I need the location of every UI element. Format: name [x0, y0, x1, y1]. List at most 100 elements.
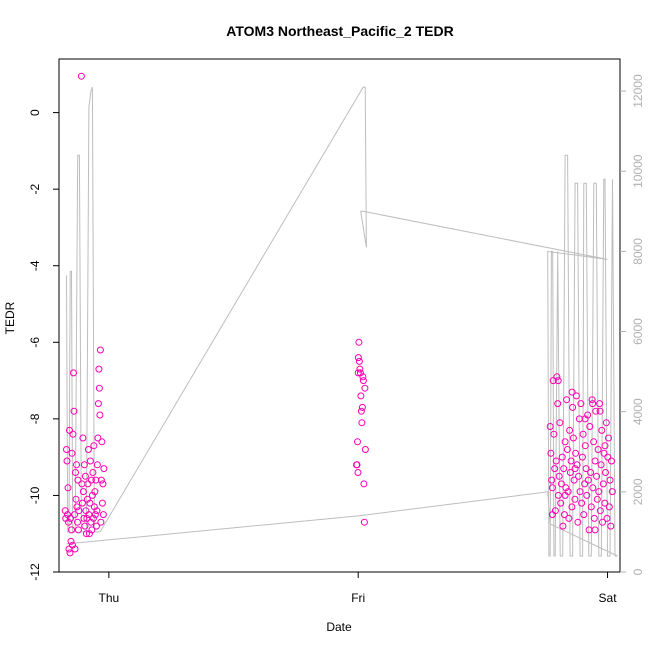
tedr-point: [603, 514, 611, 522]
tedr-point: [90, 442, 98, 450]
tedr-point: [63, 446, 70, 453]
tedr-point: [560, 511, 568, 519]
y-tick-label: -12: [28, 563, 42, 581]
tedr-point: [575, 472, 583, 480]
tedr-point: [68, 449, 76, 457]
tedr-point: [86, 457, 94, 465]
tedr-point: [75, 507, 83, 515]
tedr-point: [573, 461, 581, 469]
tedr-point: [561, 491, 569, 499]
tedr-point: [584, 476, 592, 484]
tedr-points: [61, 72, 616, 557]
tedr-point: [599, 518, 606, 526]
tedr-point: [606, 476, 614, 484]
tedr-point: [549, 377, 557, 385]
y-tick-label: -2: [28, 184, 42, 195]
tedr-point: [72, 469, 79, 476]
tedr-point: [74, 518, 81, 526]
tedr-point: [557, 499, 565, 507]
tedr-point: [589, 484, 597, 492]
y-tick-label: -10: [28, 486, 42, 504]
tedr-point: [605, 503, 613, 511]
y-axis-label: TEDR: [3, 301, 17, 334]
tedr-point: [563, 396, 571, 404]
x-axis-label: Date: [326, 620, 352, 634]
chart-title: ATOM3 Northeast_Pacific_2 TEDR: [226, 23, 453, 39]
y-right-tick-label: 8000: [631, 238, 645, 265]
tedr-point: [596, 407, 604, 415]
tedr-point: [597, 461, 605, 469]
tedr-point: [568, 388, 576, 396]
tedr-point: [98, 499, 106, 507]
tedr-point: [608, 488, 616, 496]
tedr-point: [558, 453, 566, 461]
tedr-point: [99, 511, 107, 519]
tedr-point: [358, 419, 366, 427]
tedr-point: [354, 369, 362, 377]
y-tick-label: -6: [28, 337, 42, 348]
tedr-point: [592, 407, 600, 415]
tedr-point: [82, 530, 90, 538]
tedr-point: [581, 415, 589, 423]
tedr-point: [560, 465, 568, 473]
tedr-point: [357, 392, 365, 400]
tedr-point: [67, 514, 74, 522]
tedr-point: [359, 373, 367, 381]
tedr-point: [562, 484, 570, 492]
tedr-point: [92, 522, 100, 530]
tedr-point: [354, 438, 361, 446]
tedr-point: [74, 476, 82, 484]
tedr-point: [74, 526, 82, 534]
tedr-point: [79, 434, 87, 442]
tedr-point: [599, 480, 607, 488]
tedr-point: [72, 495, 80, 503]
tedr-point: [68, 526, 75, 534]
y-tick-label: -4: [28, 260, 42, 271]
axes: -12 -10 -8 -6 -4 -2 0 0 2000 4000 6000 8000 10000 120…: [28, 74, 645, 605]
tedr-point: [596, 507, 604, 515]
tedr-point: [358, 403, 366, 411]
tedr-point: [99, 480, 107, 488]
tedr-point: [357, 407, 365, 415]
tedr-point: [565, 514, 573, 522]
tedr-point: [96, 411, 104, 419]
tedr-point: [67, 537, 75, 545]
y-right-tick-label: 6000: [631, 318, 645, 345]
tedr-point: [97, 518, 105, 526]
tedr-point: [567, 457, 575, 465]
tedr-point: [354, 354, 362, 362]
tedr-point: [589, 400, 597, 408]
tedr-point: [96, 346, 104, 354]
altitude-series: [66, 86, 618, 557]
tedr-point: [588, 396, 596, 404]
tedr-point: [579, 430, 587, 438]
tedr-point: [594, 446, 602, 453]
tedr-point: [98, 438, 106, 446]
x-tick-label: Thu: [99, 591, 120, 605]
y-right-tick-label: 2000: [631, 478, 645, 505]
y-tick-label: 0: [28, 109, 42, 116]
tedr-point: [361, 384, 369, 392]
tedr-point: [550, 430, 558, 438]
tedr-point: [601, 499, 609, 507]
tedr-point: [78, 499, 86, 507]
tedr-point: [605, 434, 612, 442]
tedr-point: [81, 472, 89, 480]
tedr-point: [69, 430, 77, 438]
tedr-point: [66, 549, 74, 557]
tedr-point: [576, 488, 584, 496]
tedr-point: [593, 472, 601, 480]
tedr-point: [572, 392, 580, 400]
tedr-point: [548, 476, 556, 484]
tedr-point: [602, 419, 610, 427]
tedr-point: [566, 426, 574, 434]
tedr-point: [93, 461, 101, 469]
tedr-point: [89, 514, 97, 522]
tedr-point: [590, 438, 598, 446]
x-tick-label: Fri: [351, 591, 365, 605]
y-right-tick-label: 12000: [631, 74, 645, 108]
y-right-tick-label: 0: [631, 568, 645, 575]
tedr-point: [600, 449, 608, 457]
tedr-point: [73, 503, 81, 511]
